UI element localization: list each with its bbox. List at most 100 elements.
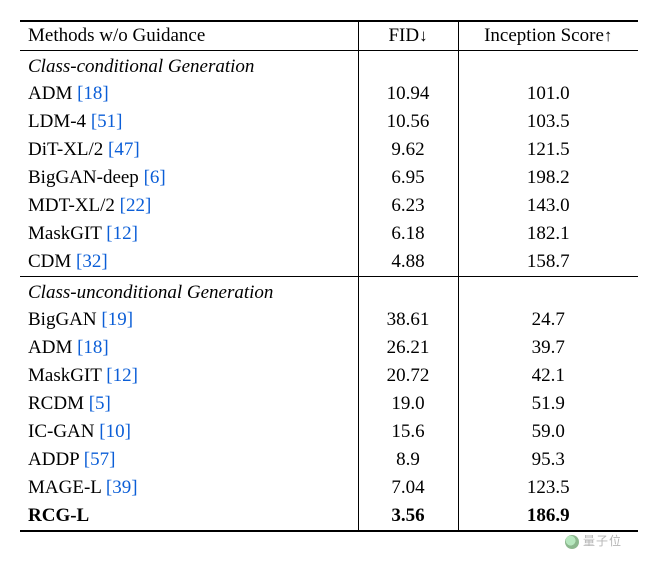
method-name: ADM xyxy=(28,337,72,358)
fid-cell: 26.21 xyxy=(358,334,458,362)
table-row: ADM [18]26.2139.7 xyxy=(20,334,638,362)
down-arrow-icon: ↓ xyxy=(419,26,428,45)
method-cell: MAGE-L [39] xyxy=(20,474,358,502)
fid-cell: 7.04 xyxy=(358,474,458,502)
method-name: RCDM xyxy=(28,393,84,414)
method-name: MAGE-L xyxy=(28,477,101,498)
citation-ref: [18] xyxy=(77,337,109,358)
method-cell: IC-GAN [10] xyxy=(20,418,358,446)
method-cell: ADDP [57] xyxy=(20,446,358,474)
is-cell: 103.5 xyxy=(458,108,638,136)
table-row: RCG-L 3.56186.9 xyxy=(20,502,638,531)
is-cell: 42.1 xyxy=(458,362,638,390)
citation-ref: [47] xyxy=(108,139,140,160)
citation-ref: [6] xyxy=(144,167,166,188)
method-cell: RCG-L xyxy=(20,502,358,531)
table-row: LDM-4 [51]10.56103.5 xyxy=(20,108,638,136)
fid-cell: 8.9 xyxy=(358,446,458,474)
table-row: MAGE-L [39]7.04123.5 xyxy=(20,474,638,502)
table-row: MaskGIT [12]20.7242.1 xyxy=(20,362,638,390)
table-row: CDM [32]4.88158.7 xyxy=(20,248,638,277)
method-name: MDT-XL/2 xyxy=(28,195,115,216)
method-cell: MDT-XL/2 [22] xyxy=(20,192,358,220)
table-row: MaskGIT [12]6.18182.1 xyxy=(20,220,638,248)
method-name: ADDP xyxy=(28,449,79,470)
fid-cell: 4.88 xyxy=(358,248,458,277)
fid-cell: 9.62 xyxy=(358,136,458,164)
citation-ref: [51] xyxy=(91,111,123,132)
col-header-is: Inception Score↑ xyxy=(458,21,638,51)
citation-ref: [32] xyxy=(76,251,108,272)
is-cell: 121.5 xyxy=(458,136,638,164)
section-empty-is xyxy=(458,277,638,307)
method-cell: MaskGIT [12] xyxy=(20,220,358,248)
section-title-row: Class-unconditional Generation xyxy=(20,277,638,307)
is-cell: 59.0 xyxy=(458,418,638,446)
header-row: Methods w/o Guidance FID↓ Inception Scor… xyxy=(20,21,638,51)
method-cell: DiT-XL/2 [47] xyxy=(20,136,358,164)
fid-cell: 6.95 xyxy=(358,164,458,192)
is-cell: 182.1 xyxy=(458,220,638,248)
fid-cell: 10.56 xyxy=(358,108,458,136)
col-header-method: Methods w/o Guidance xyxy=(20,21,358,51)
fid-cell: 3.56 xyxy=(358,502,458,531)
method-name: ADM xyxy=(28,83,72,104)
method-cell: MaskGIT [12] xyxy=(20,362,358,390)
is-cell: 123.5 xyxy=(458,474,638,502)
fid-cell: 20.72 xyxy=(358,362,458,390)
table-row: RCDM [5]19.051.9 xyxy=(20,390,638,418)
table-row: DiT-XL/2 [47]9.62121.5 xyxy=(20,136,638,164)
method-name: LDM-4 xyxy=(28,111,86,132)
method-cell: LDM-4 [51] xyxy=(20,108,358,136)
citation-ref: [12] xyxy=(106,223,138,244)
method-cell: CDM [32] xyxy=(20,248,358,277)
fid-cell: 10.94 xyxy=(358,80,458,108)
watermark: 量子位 xyxy=(565,532,622,549)
method-cell: ADM [18] xyxy=(20,334,358,362)
method-cell: ADM [18] xyxy=(20,80,358,108)
method-name: IC-GAN xyxy=(28,421,95,442)
section-title: Class-conditional Generation xyxy=(20,51,358,81)
is-cell: 198.2 xyxy=(458,164,638,192)
method-name: MaskGIT xyxy=(28,365,102,386)
section-title: Class-unconditional Generation xyxy=(20,277,358,307)
method-name: RCG-L xyxy=(28,505,89,526)
section-empty-fid xyxy=(358,277,458,307)
col-header-fid: FID↓ xyxy=(358,21,458,51)
is-cell: 24.7 xyxy=(458,306,638,334)
table-row: MDT-XL/2 [22]6.23143.0 xyxy=(20,192,638,220)
table-row: BigGAN-deep [6]6.95198.2 xyxy=(20,164,638,192)
method-name: MaskGIT xyxy=(28,223,102,244)
citation-ref: [10] xyxy=(99,421,131,442)
table-row: BigGAN [19]38.6124.7 xyxy=(20,306,638,334)
method-cell: BigGAN-deep [6] xyxy=(20,164,358,192)
fid-cell: 15.6 xyxy=(358,418,458,446)
is-cell: 101.0 xyxy=(458,80,638,108)
citation-ref: [12] xyxy=(106,365,138,386)
fid-cell: 6.23 xyxy=(358,192,458,220)
method-name: DiT-XL/2 xyxy=(28,139,103,160)
section-empty-fid xyxy=(358,51,458,81)
fid-label: FID xyxy=(388,25,419,46)
watermark-text: 量子位 xyxy=(583,534,622,548)
is-cell: 158.7 xyxy=(458,248,638,277)
is-cell: 51.9 xyxy=(458,390,638,418)
is-cell: 186.9 xyxy=(458,502,638,531)
up-arrow-icon: ↑ xyxy=(604,26,613,45)
table-row: IC-GAN [10]15.659.0 xyxy=(20,418,638,446)
is-cell: 95.3 xyxy=(458,446,638,474)
results-table: Methods w/o Guidance FID↓ Inception Scor… xyxy=(20,20,638,532)
is-cell: 39.7 xyxy=(458,334,638,362)
is-label: Inception Score xyxy=(484,25,604,46)
citation-ref: [18] xyxy=(77,83,109,104)
section-title-row: Class-conditional Generation xyxy=(20,51,638,81)
section-empty-is xyxy=(458,51,638,81)
is-cell: 143.0 xyxy=(458,192,638,220)
method-name: BigGAN xyxy=(28,309,97,330)
watermark-logo-icon xyxy=(565,535,579,549)
table-row: ADDP [57]8.995.3 xyxy=(20,446,638,474)
citation-ref: [39] xyxy=(106,477,138,498)
method-cell: RCDM [5] xyxy=(20,390,358,418)
method-cell: BigGAN [19] xyxy=(20,306,358,334)
method-name: CDM xyxy=(28,251,71,272)
